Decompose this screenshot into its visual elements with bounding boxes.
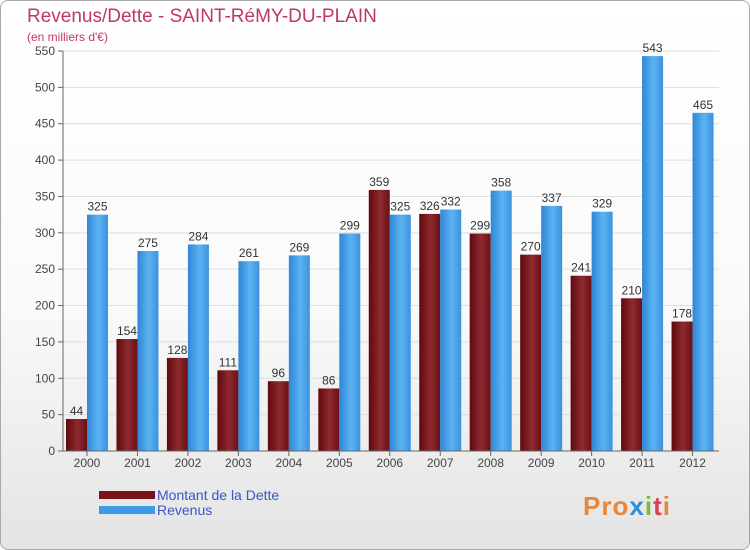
logo-letter: i bbox=[644, 491, 654, 521]
x-tick-label: 2011 bbox=[629, 456, 655, 470]
legend-label-revenus: Revenus bbox=[157, 501, 213, 518]
data-label-debt: 241 bbox=[571, 261, 591, 275]
data-label-debt: 96 bbox=[272, 366, 286, 380]
x-tick-label: 2005 bbox=[326, 456, 353, 470]
data-label-debt: 44 bbox=[70, 404, 84, 418]
data-label-debt: 128 bbox=[167, 343, 187, 357]
logo-letter: x bbox=[629, 491, 645, 521]
y-tick-label: 100 bbox=[35, 371, 55, 385]
data-label-revenus: 275 bbox=[138, 236, 158, 250]
logo-letter: P bbox=[583, 491, 602, 521]
y-tick-label: 50 bbox=[42, 408, 56, 422]
data-label-revenus: 329 bbox=[592, 197, 612, 211]
x-tick-label: 2002 bbox=[175, 456, 202, 470]
y-tick-label: 250 bbox=[35, 262, 55, 276]
legend-label-debt: Montant de la Dette bbox=[157, 486, 280, 503]
bar-debt bbox=[570, 275, 592, 451]
bar-revenus bbox=[692, 112, 714, 452]
y-tick-label: 200 bbox=[35, 299, 55, 313]
data-label-revenus: 337 bbox=[542, 191, 562, 205]
bar-revenus bbox=[288, 255, 310, 451]
data-label-revenus: 358 bbox=[491, 176, 511, 190]
bar-revenus bbox=[137, 251, 159, 451]
bar-debt bbox=[419, 213, 441, 451]
bar-debt bbox=[469, 233, 491, 451]
y-tick-label: 150 bbox=[35, 335, 55, 349]
x-tick-label: 2006 bbox=[376, 456, 403, 470]
data-label-revenus: 269 bbox=[289, 240, 309, 254]
data-label-debt: 359 bbox=[369, 175, 389, 189]
bar-revenus bbox=[541, 205, 563, 451]
data-label-revenus: 465 bbox=[693, 98, 713, 112]
bar-debt bbox=[621, 298, 643, 451]
bar-revenus bbox=[339, 233, 361, 451]
bars bbox=[66, 56, 714, 452]
chart-subtitle: (en milliers d'€) bbox=[27, 30, 108, 44]
bar-debt bbox=[520, 254, 542, 451]
bar-debt bbox=[318, 388, 340, 451]
bar-revenus bbox=[238, 261, 260, 451]
data-label-debt: 270 bbox=[521, 240, 541, 254]
bar-debt bbox=[217, 370, 239, 451]
legend-swatch-debt bbox=[99, 490, 155, 499]
x-tick-label: 2004 bbox=[275, 456, 302, 470]
data-label-debt: 210 bbox=[622, 283, 642, 297]
bar-debt bbox=[116, 339, 138, 451]
y-tick-label: 400 bbox=[35, 153, 55, 167]
data-label-revenus: 543 bbox=[643, 41, 663, 55]
logo-letter: t bbox=[653, 491, 663, 521]
data-label-debt: 326 bbox=[420, 199, 440, 213]
proxiti-logo: Proxiti bbox=[583, 491, 671, 522]
data-label-revenus: 332 bbox=[441, 195, 461, 209]
x-tick-label: 2003 bbox=[225, 456, 252, 470]
data-label-revenus: 299 bbox=[340, 219, 360, 233]
x-tick-label: 2012 bbox=[679, 456, 706, 470]
bar-revenus bbox=[389, 214, 411, 451]
x-tick-label: 2000 bbox=[74, 456, 101, 470]
x-tick-label: 2009 bbox=[528, 456, 555, 470]
logo-letter: o bbox=[612, 491, 630, 521]
bar-debt bbox=[66, 419, 87, 451]
legend-item-debt: Montant de la Dette bbox=[99, 486, 280, 503]
chart-title: Revenus/Dette - SAINT-RéMY-DU-PLAIN bbox=[27, 6, 377, 27]
data-label-debt: 86 bbox=[322, 373, 336, 387]
data-label-debt: 154 bbox=[117, 324, 137, 338]
y-tick-label: 0 bbox=[48, 444, 55, 458]
y-tick-label: 550 bbox=[35, 44, 55, 58]
bar-debt bbox=[267, 381, 289, 451]
y-tick-label: 450 bbox=[35, 117, 55, 131]
x-tick-label: 2001 bbox=[124, 456, 151, 470]
bar-debt bbox=[671, 321, 693, 451]
bar-debt bbox=[166, 357, 188, 451]
x-tick-label: 2008 bbox=[477, 456, 504, 470]
data-label-revenus: 325 bbox=[390, 200, 410, 214]
y-tick-label: 350 bbox=[35, 189, 55, 203]
bar-revenus bbox=[187, 244, 209, 451]
legend-swatch-revenus bbox=[99, 505, 155, 514]
data-label-revenus: 261 bbox=[239, 246, 259, 260]
y-tick-label: 500 bbox=[35, 80, 55, 94]
data-label-revenus: 284 bbox=[188, 229, 208, 243]
bar-revenus bbox=[591, 211, 613, 451]
data-label-debt: 178 bbox=[672, 307, 692, 321]
y-tick-label: 300 bbox=[35, 226, 55, 240]
legend-item-revenus: Revenus bbox=[99, 501, 279, 518]
x-tick-label: 2010 bbox=[578, 456, 605, 470]
data-label-debt: 299 bbox=[470, 219, 490, 233]
logo-letter: i bbox=[662, 491, 671, 521]
bar-debt bbox=[368, 189, 390, 451]
legend: Montant de la Dette Revenus bbox=[99, 486, 280, 518]
bar-revenus bbox=[440, 209, 462, 451]
logo-letter: r bbox=[601, 491, 613, 521]
bar-revenus bbox=[490, 190, 512, 452]
data-label-revenus: 325 bbox=[87, 200, 107, 214]
bar-revenus bbox=[642, 56, 664, 451]
bar-revenus bbox=[87, 214, 108, 451]
data-label-debt: 111 bbox=[219, 355, 238, 369]
x-tick-label: 2007 bbox=[427, 456, 454, 470]
axes: 0 50 100 150 200 250 300 350 400 450 500 550 2000 200… bbox=[35, 44, 719, 470]
